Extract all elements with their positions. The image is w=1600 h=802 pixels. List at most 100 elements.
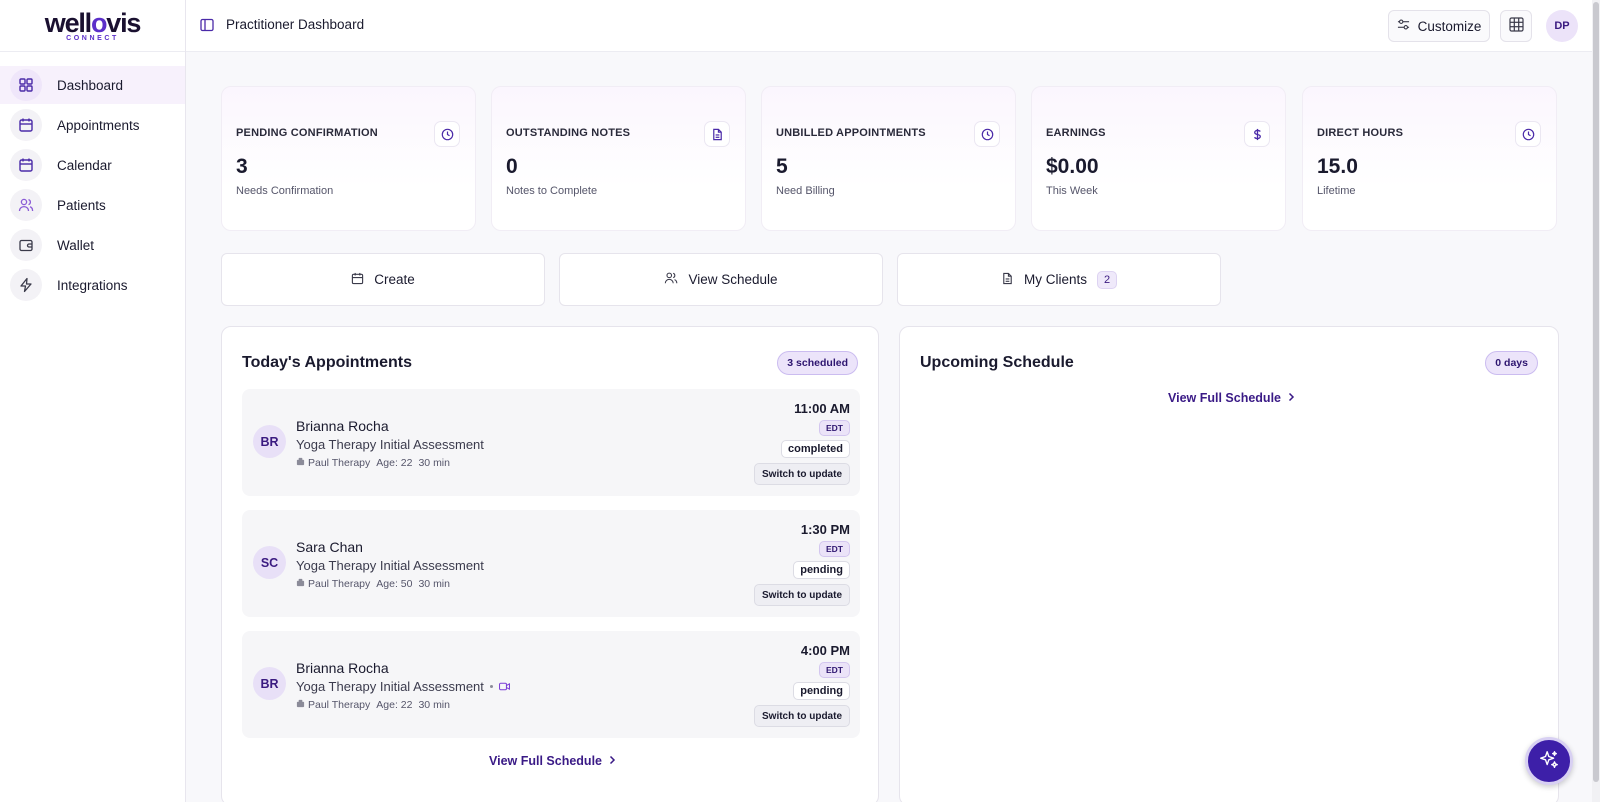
calendar-icon: [10, 149, 42, 181]
stat-card-direct-hours: DIRECT HOURS 15.0 Lifetime: [1302, 86, 1557, 231]
upcoming-schedule-panel: Upcoming Schedule 0 days View Full Sched…: [899, 326, 1559, 802]
sidebar-item-label: Appointments: [57, 117, 140, 133]
appointment-type: Yoga Therapy Initial Assessment: [296, 679, 510, 694]
status-badge: pending: [793, 682, 850, 700]
stat-value: 0: [506, 155, 518, 178]
appointment-time: 4:00 PM: [800, 643, 850, 658]
view-full-schedule-link[interactable]: View Full Schedule: [1168, 391, 1295, 405]
sidebar-item-wallet[interactable]: Wallet: [0, 226, 185, 264]
stat-card-earnings: EARNINGS $0.00 This Week: [1031, 86, 1286, 231]
sidebar-nav: Dashboard Appointments Calendar Patients…: [0, 52, 185, 304]
create-button[interactable]: Create: [221, 253, 545, 306]
sidebar-item-patients[interactable]: Patients: [0, 186, 185, 224]
patient-age: Age: 22: [376, 457, 413, 469]
wallet-icon: [10, 229, 42, 261]
sidebar: wellovis CONNECT Dashboard Appointments …: [0, 0, 186, 802]
dashboard-grid-icon: [10, 69, 42, 101]
stat-label: EARNINGS: [1046, 127, 1106, 139]
my-clients-button[interactable]: My Clients 2: [897, 253, 1221, 306]
practitioner-name: Paul Therapy: [308, 457, 371, 469]
sidebar-item-label: Patients: [57, 197, 106, 213]
stat-value: 3: [236, 155, 248, 178]
view-full-schedule-link[interactable]: View Full Schedule: [489, 754, 616, 768]
building-icon: [296, 699, 308, 711]
sliders-icon: [1397, 18, 1418, 34]
patient-avatar: SC: [253, 546, 286, 579]
dollar-icon: [1244, 121, 1270, 147]
patient-age: Age: 50: [376, 578, 413, 590]
patient-avatar: BR: [253, 667, 286, 700]
sidebar-item-integrations[interactable]: Integrations: [0, 266, 185, 304]
customize-label: Customize: [1417, 18, 1482, 34]
switch-to-update-button[interactable]: Switch to update: [754, 584, 850, 606]
page-title: Practitioner Dashboard: [226, 17, 365, 32]
stat-label: PENDING CONFIRMATION: [236, 127, 378, 139]
sidebar-item-label: Calendar: [57, 157, 112, 173]
panel-title: Upcoming Schedule: [920, 354, 1074, 371]
status-badge: completed: [780, 440, 850, 458]
practitioner-name: Paul Therapy: [308, 578, 371, 590]
lightning-icon: [10, 269, 42, 301]
stat-card-unbilled-appointments: UNBILLED APPOINTMENTS 5 Need Billing: [761, 86, 1016, 231]
stat-subtitle: This Week: [1046, 185, 1098, 197]
scrollbar-thumb[interactable]: [1593, 2, 1599, 782]
appointment-time: 1:30 PM: [800, 522, 850, 537]
logo-wordmark: wellovis: [44, 7, 142, 38]
appointment-meta: Paul Therapy Age: 50 30 min: [296, 578, 450, 590]
appointment-type: Yoga Therapy Initial Assessment: [296, 437, 484, 452]
apps-grid-button[interactable]: [1500, 10, 1532, 42]
sidebar-toggle-icon[interactable]: [200, 18, 214, 37]
view-schedule-button[interactable]: View Schedule: [559, 253, 883, 306]
stat-card-pending-confirmation: PENDING CONFIRMATION 3 Needs Confirmatio…: [221, 86, 476, 231]
appointment-meta: Paul Therapy Age: 22 30 min: [296, 457, 450, 469]
timezone-badge: EDT: [819, 541, 850, 557]
ai-assistant-button[interactable]: [1525, 737, 1573, 785]
appointment-meta: Paul Therapy Age: 22 30 min: [296, 699, 450, 711]
practitioner-name: Paul Therapy: [308, 699, 371, 711]
top-bar: Practitioner Dashboard Customize DP: [186, 0, 1600, 52]
clock-icon: [974, 121, 1000, 147]
stat-value: $0.00: [1046, 155, 1099, 178]
video-camera-icon: [498, 679, 510, 694]
appointment-card[interactable]: BR Brianna Rocha Yoga Therapy Initial As…: [242, 631, 860, 738]
appointment-type: Yoga Therapy Initial Assessment: [296, 558, 484, 573]
sparkle-icon: [1538, 749, 1560, 774]
panel-title: Today's Appointments: [242, 354, 413, 371]
appointment-card[interactable]: BR Brianna Rocha Yoga Therapy Initial As…: [242, 389, 860, 496]
customize-button[interactable]: Customize: [1388, 10, 1490, 42]
building-icon: [296, 457, 308, 469]
patient-age: Age: 22: [376, 699, 413, 711]
sidebar-item-appointments[interactable]: Appointments: [0, 106, 185, 144]
view-schedule-label: View Schedule: [688, 272, 778, 287]
stat-subtitle: Needs Confirmation: [236, 185, 334, 197]
stat-value: 5: [776, 155, 788, 178]
document-icon: [1001, 272, 1024, 288]
calendar-icon: [351, 272, 374, 288]
user-avatar[interactable]: DP: [1546, 10, 1578, 42]
separator-dot: [489, 685, 493, 688]
sidebar-item-calendar[interactable]: Calendar: [0, 146, 185, 184]
appointment-time: 11:00 AM: [794, 401, 850, 416]
brand-logo[interactable]: wellovis CONNECT: [0, 0, 185, 52]
sidebar-item-dashboard[interactable]: Dashboard: [0, 66, 185, 104]
timezone-badge: EDT: [819, 420, 850, 436]
calendar-icon: [10, 109, 42, 141]
appointment-card[interactable]: SC Sara Chan Yoga Therapy Initial Assess…: [242, 510, 860, 617]
switch-to-update-button[interactable]: Switch to update: [754, 463, 850, 485]
duration: 30 min: [418, 578, 450, 590]
duration: 30 min: [418, 457, 450, 469]
page-scrollbar[interactable]: [1592, 0, 1600, 802]
patient-name: Brianna Rocha: [296, 660, 389, 676]
switch-to-update-button[interactable]: Switch to update: [754, 705, 850, 727]
building-icon: [296, 578, 308, 590]
scheduled-count-badge: 3 scheduled: [777, 351, 858, 375]
chevron-right-icon: [602, 754, 616, 768]
stat-subtitle: Notes to Complete: [506, 185, 598, 197]
my-clients-label: My Clients: [1023, 272, 1087, 287]
grid-icon: [1508, 17, 1524, 35]
stat-label: DIRECT HOURS: [1317, 127, 1404, 139]
days-count-badge: 0 days: [1485, 351, 1538, 375]
patient-name: Sara Chan: [296, 539, 363, 555]
logo-tagline: CONNECT: [66, 34, 119, 42]
stat-label: UNBILLED APPOINTMENTS: [776, 127, 926, 139]
